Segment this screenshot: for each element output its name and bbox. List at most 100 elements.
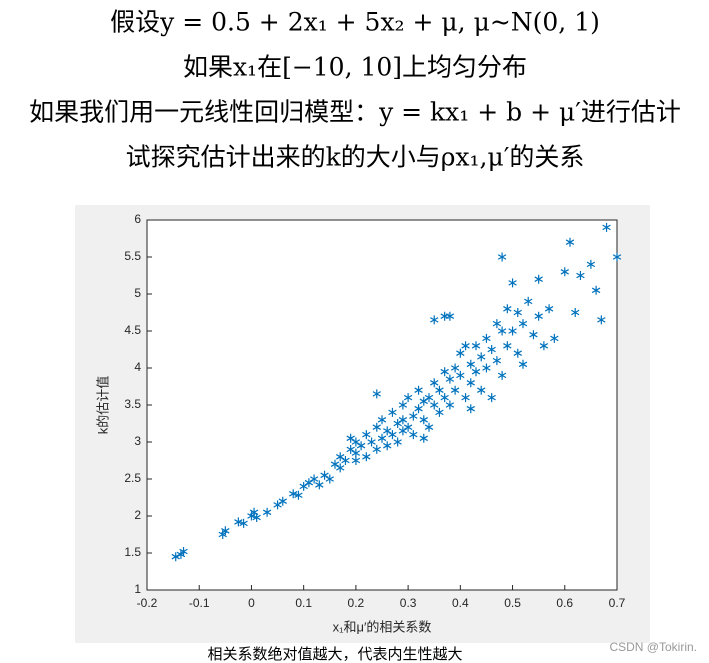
scatter-point bbox=[440, 393, 449, 403]
scatter-point bbox=[430, 378, 439, 388]
scatter-point bbox=[171, 552, 180, 562]
y-tick-label: 4.5 bbox=[124, 323, 141, 337]
scatter-point bbox=[234, 517, 243, 527]
x-axis-label: x₁和μ′的相关系数 bbox=[333, 619, 432, 634]
scatter-point bbox=[419, 433, 428, 443]
scatter-point bbox=[503, 304, 512, 314]
scatter-point bbox=[336, 463, 345, 473]
scatter-point bbox=[466, 378, 475, 388]
scatter-point bbox=[513, 348, 522, 358]
x-tick-label: 0.5 bbox=[504, 596, 521, 610]
header-line: 如果x₁在[−10, 10]上均匀分布 bbox=[183, 53, 527, 82]
scatter-point bbox=[571, 308, 580, 317]
header-line: 如果我们用一元线性回归模型：y = kx₁ + b + μ′进行估计 bbox=[29, 98, 681, 127]
y-tick-label: 5.5 bbox=[124, 249, 141, 263]
scatter-point bbox=[309, 474, 319, 484]
scatter-point bbox=[508, 326, 517, 336]
watermark: CSDN @Tokirin. bbox=[609, 640, 697, 654]
scatter-point bbox=[450, 363, 460, 373]
scatter-point bbox=[362, 452, 371, 462]
scatter-point bbox=[372, 444, 381, 454]
y-tick-label: 3 bbox=[134, 434, 141, 448]
scatter-point bbox=[518, 359, 528, 369]
scatter-point bbox=[221, 526, 230, 536]
scatter-point bbox=[419, 415, 428, 425]
scatter-point bbox=[409, 430, 418, 440]
x-tick-label: 0.4 bbox=[452, 596, 469, 610]
scatter-point bbox=[377, 415, 387, 425]
scatter-point bbox=[393, 437, 402, 447]
scatter-point bbox=[388, 407, 397, 417]
scatter-point bbox=[487, 393, 496, 403]
x-tick-label: 0.3 bbox=[400, 596, 417, 610]
y-tick-label: 3.5 bbox=[124, 397, 141, 411]
scatter-point bbox=[356, 441, 366, 451]
scatter-point bbox=[262, 507, 272, 517]
scatter-point bbox=[477, 385, 486, 395]
scatter-point bbox=[398, 426, 408, 436]
y-tick-label: 1 bbox=[134, 582, 141, 596]
scatter-point bbox=[529, 330, 538, 340]
header-line: 试探究估计出来的k的大小与ρx₁,μ′的关系 bbox=[126, 143, 585, 172]
x-tick-label: 0 bbox=[248, 596, 255, 610]
scatter-point bbox=[471, 341, 481, 351]
y-axis-label: k的估计值 bbox=[95, 376, 110, 435]
y-tick-label: 1.5 bbox=[124, 545, 141, 559]
scatter-point bbox=[487, 345, 496, 354]
x-tick-label: 0.7 bbox=[609, 596, 626, 610]
scatter-point bbox=[377, 433, 387, 443]
scatter-point bbox=[466, 404, 475, 414]
scatter-point bbox=[315, 480, 324, 490]
scatter-point bbox=[461, 393, 470, 403]
y-tick-label: 2.5 bbox=[124, 471, 141, 485]
scatter-point bbox=[456, 370, 465, 380]
scatter-point bbox=[513, 308, 522, 317]
scatter-point bbox=[435, 407, 444, 417]
scatter-point bbox=[497, 252, 507, 262]
scatter-point bbox=[414, 404, 423, 414]
scatter-point bbox=[482, 363, 491, 373]
axes-box bbox=[146, 219, 618, 591]
scatter-point bbox=[518, 319, 528, 329]
scatter-point bbox=[383, 441, 392, 451]
scatter-point bbox=[341, 456, 350, 465]
scatter-point bbox=[409, 411, 418, 421]
scatter-point bbox=[445, 374, 455, 384]
x-tick-label: 0.2 bbox=[348, 596, 365, 610]
scatter-point bbox=[544, 304, 554, 314]
x-tick-label: -0.1 bbox=[189, 596, 210, 610]
scatter-point bbox=[597, 315, 606, 325]
scatter-point bbox=[372, 389, 381, 399]
x-tick-label: 0.6 bbox=[556, 596, 573, 610]
scatter-point bbox=[430, 315, 439, 325]
scatter-point bbox=[450, 385, 460, 395]
scatter-point bbox=[278, 496, 287, 506]
scatter-point bbox=[289, 489, 298, 499]
scatter-point bbox=[435, 385, 444, 395]
y-tick-label: 5 bbox=[134, 286, 141, 300]
scatter-point bbox=[550, 333, 559, 343]
scatter-point bbox=[388, 430, 397, 440]
scatter-point bbox=[497, 370, 507, 380]
scatter-point bbox=[466, 359, 475, 369]
y-tick-label: 6 bbox=[134, 212, 141, 226]
scatter-point bbox=[372, 422, 381, 432]
scatter-point bbox=[534, 274, 543, 284]
scatter-point bbox=[534, 311, 543, 321]
header-line: 假设y = 0.5 + 2x₁ + 5x₂ + μ, μ~N(0, 1) bbox=[110, 8, 600, 37]
scatter-point bbox=[482, 333, 491, 343]
y-tick-label: 2 bbox=[134, 508, 141, 522]
scatter-point bbox=[445, 400, 455, 410]
scatter-point bbox=[461, 341, 470, 351]
scatter-point bbox=[576, 271, 585, 280]
scatter-point bbox=[560, 267, 569, 277]
scatter-point bbox=[586, 259, 596, 269]
scatter-point bbox=[351, 456, 361, 465]
scatter-point bbox=[424, 422, 434, 432]
scatter-point bbox=[325, 474, 334, 484]
scatter-point bbox=[414, 385, 423, 395]
scatter-point bbox=[612, 252, 622, 262]
scatter-point bbox=[445, 311, 455, 321]
scatter-point bbox=[362, 430, 371, 440]
